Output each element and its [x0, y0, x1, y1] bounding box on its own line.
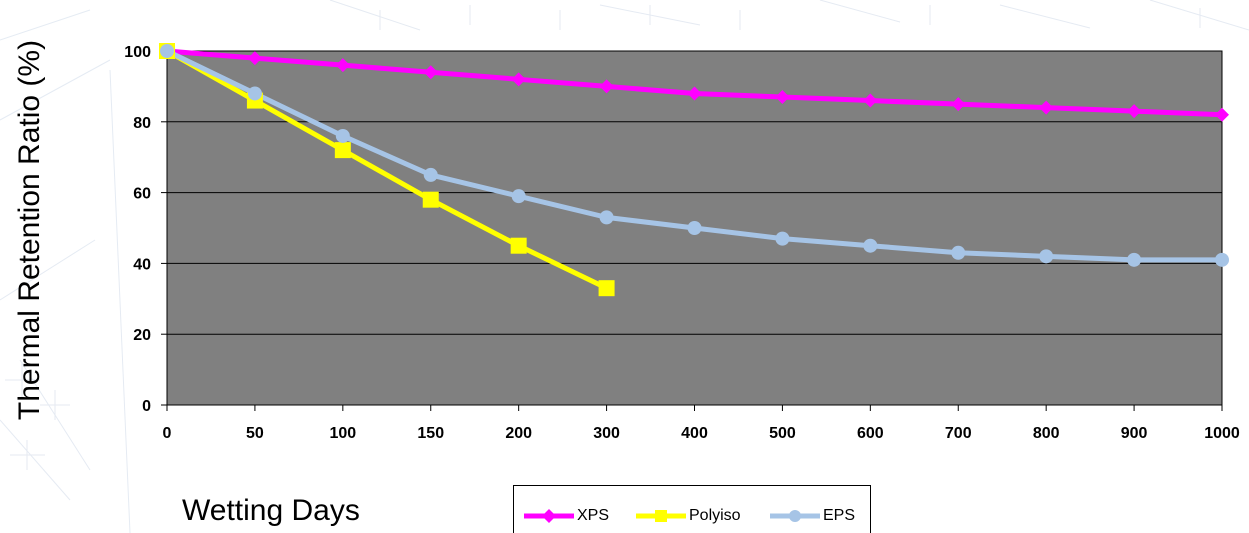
legend-swatch-xps — [524, 509, 574, 523]
x-tick-label: 300 — [593, 425, 620, 442]
y-tick-label: 20 — [133, 327, 151, 344]
data-point-xps — [1039, 100, 1054, 115]
data-point-eps — [511, 189, 526, 204]
x-tick-label: 1000 — [1204, 425, 1240, 442]
x-axis-title: Wetting Days — [182, 494, 360, 527]
x-tick-label: 150 — [417, 425, 444, 442]
data-point-eps — [951, 245, 966, 260]
x-tick-label: 200 — [505, 425, 532, 442]
data-point-xps — [599, 79, 614, 94]
data-point-eps — [1039, 249, 1054, 264]
data-point-xps — [687, 86, 702, 101]
y-tick-label: 40 — [133, 256, 151, 273]
data-point-xps — [1215, 107, 1229, 122]
data-point-eps — [1127, 252, 1142, 267]
y-tick-label: 80 — [133, 115, 151, 132]
legend-label-eps: EPS — [823, 507, 856, 524]
data-point-xps — [247, 51, 262, 66]
data-point-xps — [1127, 104, 1142, 119]
data-point-eps — [423, 167, 438, 182]
data-point-xps — [863, 93, 878, 108]
x-tick-label: 500 — [769, 425, 796, 442]
axes — [161, 50, 1223, 411]
y-tick-label: 60 — [133, 186, 151, 203]
data-point-xps — [775, 90, 790, 105]
legend-label-xps: XPS — [577, 507, 610, 524]
data-point-eps — [775, 231, 790, 246]
x-tick-label: 0 — [163, 425, 172, 442]
data-point-xps — [951, 97, 966, 112]
data-point-eps — [335, 128, 350, 143]
y-tick-label: 0 — [142, 398, 151, 415]
x-tick-label: 100 — [329, 425, 356, 442]
legend-swatch-polyiso — [636, 510, 686, 522]
data-point-eps — [687, 221, 702, 235]
y-tick-label: 100 — [124, 44, 151, 61]
series-lines — [159, 43, 1229, 297]
data-point-eps — [599, 210, 614, 225]
legend-swatch-eps — [770, 510, 820, 522]
chart-legend: XPS Polyiso EPS — [513, 485, 871, 533]
data-point-eps — [247, 86, 262, 101]
y-axis-title: Thermal Retention Ratio (%) — [13, 39, 46, 421]
data-point-eps — [1215, 252, 1229, 267]
data-point-eps — [863, 238, 878, 253]
x-tick-label: 600 — [857, 425, 884, 442]
data-point-polyiso — [598, 280, 615, 297]
x-tick-label: 50 — [246, 425, 264, 442]
legend-label-polyiso: Polyiso — [689, 507, 741, 524]
data-point-eps — [160, 44, 174, 58]
x-tick-label: 900 — [1121, 425, 1148, 442]
data-point-polyiso — [334, 142, 351, 159]
data-point-xps — [511, 72, 526, 87]
data-point-polyiso — [510, 237, 527, 254]
series-line-polyiso — [165, 48, 608, 291]
data-point-polyiso — [422, 191, 439, 208]
x-tick-label: 800 — [1033, 425, 1060, 442]
x-tick-label: 400 — [681, 425, 708, 442]
data-point-xps — [423, 65, 438, 80]
x-tick-label: 700 — [945, 425, 972, 442]
data-point-xps — [335, 58, 350, 73]
